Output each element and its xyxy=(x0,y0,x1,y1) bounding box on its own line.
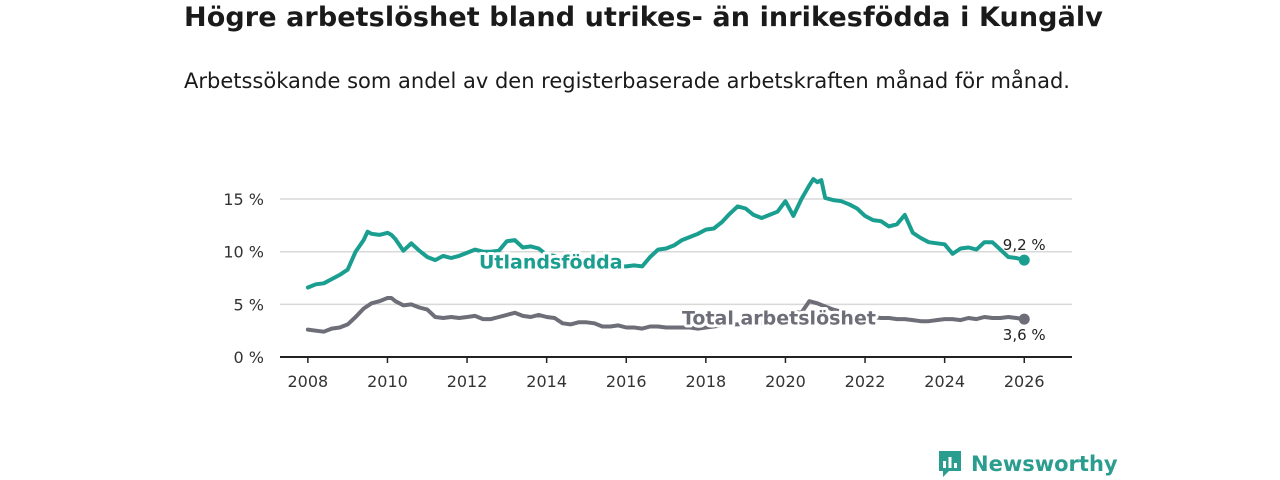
x-tick-label: 2026 xyxy=(1004,372,1045,391)
y-tick-label: 10 % xyxy=(223,243,264,262)
x-tick-label: 2022 xyxy=(845,372,886,391)
y-tick-label: 15 % xyxy=(223,190,264,209)
y-tick-label: 0 % xyxy=(234,348,264,367)
end-value-label: 3,6 % xyxy=(1003,326,1046,344)
x-tick-label: 2012 xyxy=(447,372,488,391)
end-value-label: 9,2 % xyxy=(1003,236,1046,254)
x-tick-label: 2014 xyxy=(526,372,567,391)
x-tick-label: 2018 xyxy=(685,372,726,391)
series-line-total-arbetslöshet xyxy=(305,296,1027,334)
x-tick-label: 2024 xyxy=(924,372,965,391)
end-point-marker xyxy=(1018,254,1030,266)
x-tick-label: 2016 xyxy=(606,372,647,391)
series-name-label: Utlandsfödda xyxy=(479,252,623,274)
chart-title: Högre arbetslöshet bland utrikes- än inr… xyxy=(184,2,1103,33)
x-tick-label: 2010 xyxy=(367,372,408,391)
axes: 0 % 5 % 10 % 15 % 2008 2010 2012 2014 2016 2018 20… xyxy=(223,190,1072,391)
y-tick-label: 5 % xyxy=(234,295,264,314)
x-tick-label: 2020 xyxy=(765,372,806,391)
end-point-marker xyxy=(1018,313,1030,325)
series-line-utlandsfödda xyxy=(305,177,1027,290)
brand-name: Newsworthy xyxy=(971,452,1118,476)
series xyxy=(305,177,1030,334)
chart-subtitle: Arbetssökande som andel av den registerb… xyxy=(184,69,1070,93)
labels: 9,2 % 3,6 % Utlandsfödda Total arbetslöshet xyxy=(476,236,1046,344)
newsworthy-brand[interactable]: Newsworthy xyxy=(937,449,1118,479)
x-tick-label: 2008 xyxy=(287,372,328,391)
newsworthy-logo-icon xyxy=(939,451,961,477)
series-name-label: Total arbetslöshet xyxy=(682,307,876,329)
